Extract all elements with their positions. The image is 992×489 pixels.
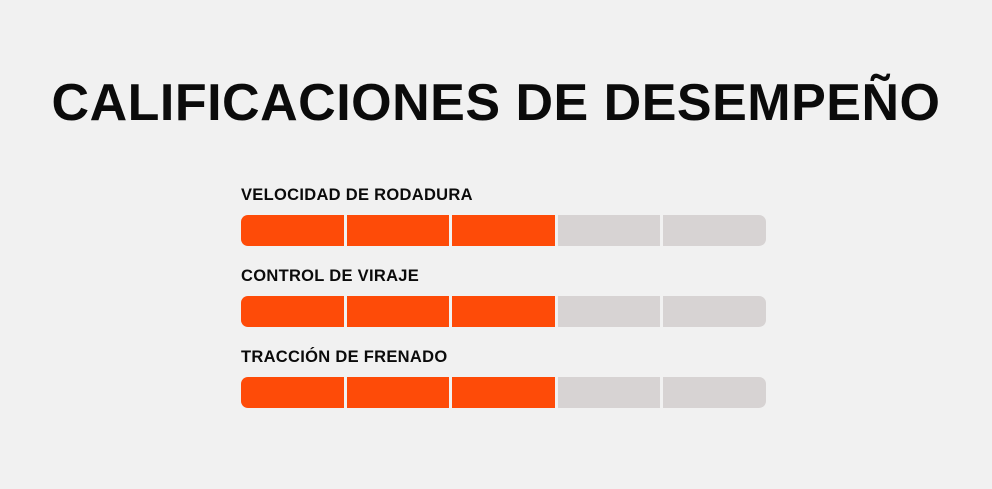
rating-segment-filled [452,296,555,327]
rating-segment-empty [663,296,766,327]
rating-segment-filled [241,215,344,246]
rating-segment-empty [557,377,661,408]
rating-label: TRACCIÓN DE FRENADO [241,348,448,366]
rating-segment-filled [346,296,450,327]
rating-segment-filled [346,377,450,408]
page-title: CALIFICACIONES DE DESEMPEÑO [51,74,941,132]
rating-label: CONTROL DE VIRAJE [241,267,420,285]
rating-segment-filled [241,296,344,327]
rating-segment-empty [557,215,661,246]
rating-segment-filled [346,215,450,246]
rating-braking-traction: TRACCIÓN DE FRENADO [241,347,766,428]
rating-segment-empty [663,215,766,246]
rating-bar [241,215,766,246]
rating-segment-filled [452,377,555,408]
rating-segment-filled [452,215,555,246]
rating-segment-empty [663,377,766,408]
rating-bar [241,296,766,327]
rating-label: VELOCIDAD DE RODADURA [241,186,473,204]
rating-cornering-control: CONTROL DE VIRAJE [241,266,766,347]
rating-segment-filled [241,377,344,408]
rating-bar [241,377,766,408]
rating-segment-empty [557,296,661,327]
rating-rolling-speed: VELOCIDAD DE RODADURA [241,185,766,266]
performance-ratings: VELOCIDAD DE RODADURA CONTROL DE VIRAJE … [241,185,766,428]
